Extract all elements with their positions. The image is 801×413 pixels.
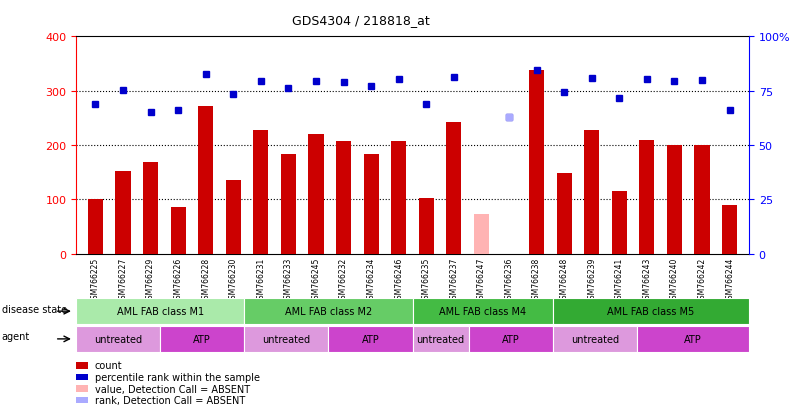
Bar bbox=[553, 299, 749, 324]
Bar bbox=[308, 135, 324, 254]
Bar bbox=[336, 142, 351, 254]
Bar bbox=[88, 200, 103, 254]
Bar bbox=[115, 172, 131, 254]
Text: count: count bbox=[95, 361, 122, 370]
Text: AML FAB class M5: AML FAB class M5 bbox=[607, 306, 694, 316]
Bar bbox=[198, 107, 213, 254]
Bar bbox=[244, 326, 328, 352]
Bar bbox=[419, 199, 434, 254]
Bar bbox=[76, 326, 160, 352]
Bar bbox=[553, 326, 637, 352]
Bar bbox=[612, 192, 627, 254]
Bar bbox=[226, 181, 241, 254]
Bar bbox=[364, 155, 379, 254]
Text: rank, Detection Call = ABSENT: rank, Detection Call = ABSENT bbox=[95, 395, 245, 405]
Text: untreated: untreated bbox=[417, 334, 465, 344]
Bar bbox=[413, 299, 553, 324]
Text: AML FAB class M2: AML FAB class M2 bbox=[285, 306, 372, 316]
Bar bbox=[474, 215, 489, 254]
Bar bbox=[667, 146, 682, 254]
Bar bbox=[160, 326, 244, 352]
Text: untreated: untreated bbox=[94, 334, 143, 344]
Bar bbox=[244, 299, 413, 324]
Bar bbox=[253, 131, 268, 254]
Bar bbox=[413, 326, 469, 352]
Bar bbox=[557, 174, 572, 254]
Bar bbox=[143, 163, 158, 254]
Bar bbox=[469, 326, 553, 352]
Bar bbox=[328, 326, 413, 352]
Bar bbox=[722, 205, 737, 254]
Text: agent: agent bbox=[2, 332, 30, 342]
Bar bbox=[446, 122, 461, 254]
Bar bbox=[76, 299, 244, 324]
Bar bbox=[391, 142, 406, 254]
Text: untreated: untreated bbox=[570, 334, 619, 344]
Bar bbox=[639, 140, 654, 254]
Bar bbox=[694, 146, 710, 254]
Text: GDS4304 / 218818_at: GDS4304 / 218818_at bbox=[292, 14, 429, 27]
Bar bbox=[171, 208, 186, 254]
Bar bbox=[281, 155, 296, 254]
Text: ATP: ATP bbox=[361, 334, 380, 344]
Text: disease state: disease state bbox=[2, 304, 66, 314]
Text: AML FAB class M1: AML FAB class M1 bbox=[117, 306, 203, 316]
Bar bbox=[529, 71, 544, 254]
Bar bbox=[584, 131, 599, 254]
Text: untreated: untreated bbox=[262, 334, 311, 344]
Text: AML FAB class M4: AML FAB class M4 bbox=[439, 306, 526, 316]
Bar bbox=[637, 326, 749, 352]
Text: ATP: ATP bbox=[684, 334, 702, 344]
Text: ATP: ATP bbox=[193, 334, 211, 344]
Text: ATP: ATP bbox=[501, 334, 520, 344]
Text: value, Detection Call = ABSENT: value, Detection Call = ABSENT bbox=[95, 384, 250, 394]
Text: percentile rank within the sample: percentile rank within the sample bbox=[95, 372, 260, 382]
